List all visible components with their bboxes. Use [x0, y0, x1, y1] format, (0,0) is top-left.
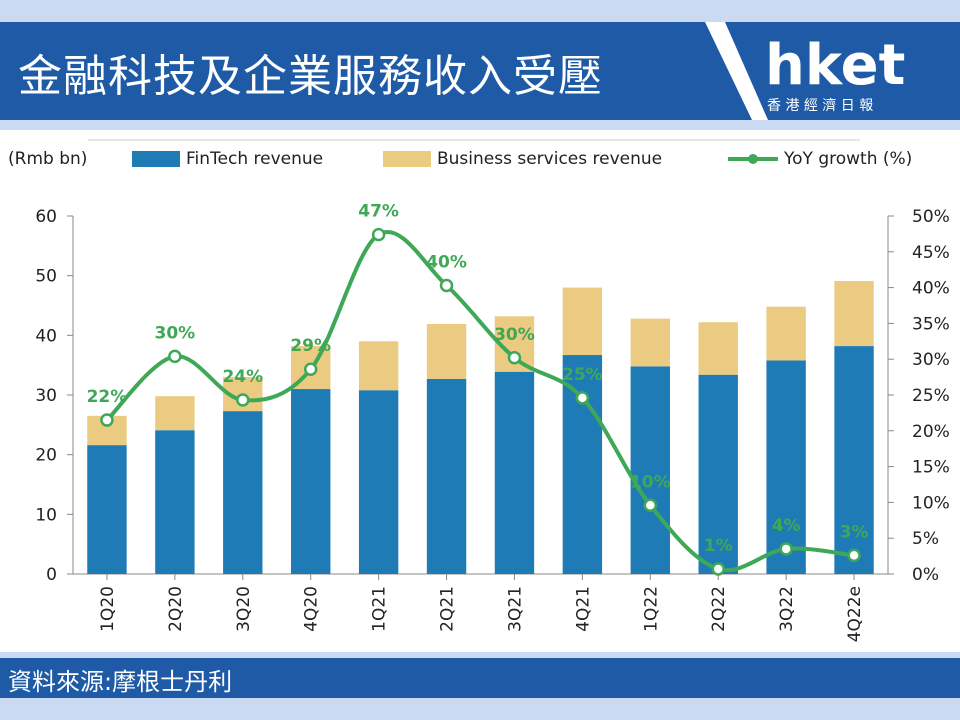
logo-area: hket 香 港 經 濟 日 報: [680, 22, 960, 120]
legend-swatch-business: [383, 151, 431, 167]
right-tick-label: 0%: [912, 565, 939, 585]
chart-card: (Rmb bn) FinTech revenue Business servic…: [0, 130, 960, 652]
legend-marker-yoy: [748, 154, 758, 164]
yoy-point: [371, 227, 386, 242]
yoy-data-label: 1%: [704, 536, 733, 556]
title-banner: 金融科技及企業服務收入受壓 hket 香 港 經 濟 日 報: [0, 22, 960, 120]
x-tick-label: 3Q20: [234, 586, 254, 632]
bar-fintech: [87, 445, 127, 574]
yoy-point: [439, 278, 454, 293]
x-tick-label: 4Q22e: [845, 586, 865, 642]
yoy-point: [303, 362, 318, 376]
left-tick-label: 10: [35, 505, 57, 525]
bar-business: [358, 341, 399, 391]
bar-fintech: [766, 360, 806, 574]
bar-business: [834, 281, 874, 347]
x-tick-label: 4Q20: [302, 586, 322, 632]
right-tick-label: 10%: [912, 493, 950, 513]
source-note: 資料來源:摩根士丹利: [8, 668, 233, 696]
bar-fintech: [630, 366, 670, 574]
page-title: 金融科技及企業服務收入受壓: [18, 51, 603, 102]
bar-fintech: [291, 389, 331, 574]
right-tick-label: 35%: [912, 314, 950, 334]
right-tick-label: 30%: [912, 350, 950, 370]
unit-label: (Rmb bn): [8, 149, 87, 169]
left-tick-label: 50: [35, 267, 57, 287]
bar-fintech: [358, 390, 399, 574]
yoy-data-label: 30%: [155, 323, 196, 343]
x-tick-label: 3Q22: [777, 586, 797, 632]
bar-business: [766, 306, 806, 361]
bar-fintech: [698, 374, 738, 574]
bars: [87, 281, 874, 574]
yoy-data-label: 3%: [840, 522, 869, 542]
bar-fintech: [834, 346, 874, 574]
yoy-point: [575, 391, 590, 405]
x-tick-label: 1Q21: [370, 586, 390, 632]
bar-business: [630, 318, 670, 367]
legend-swatch-fintech: [132, 151, 180, 167]
yoy-point: [847, 548, 861, 563]
footer-bar: 資料來源:摩根士丹利: [0, 658, 960, 698]
yoy-point: [100, 413, 114, 427]
yoy-line: [105, 230, 855, 573]
logo-subtext: 香 港 經 濟 日 報: [767, 98, 873, 114]
logo-text: hket: [765, 33, 905, 98]
bar-fintech: [494, 371, 535, 574]
bar-business: [155, 396, 195, 431]
yoy-data-label: 10%: [630, 472, 671, 492]
bar-fintech: [155, 430, 195, 574]
left-tick-label: 30: [35, 386, 57, 406]
right-tick-label: 45%: [912, 243, 950, 263]
right-tick-label: 25%: [912, 386, 950, 406]
yoy-data-label: 4%: [772, 516, 801, 536]
left-ticks: 0 10 20 30 40 50 60: [35, 207, 73, 585]
x-tick-label: 4Q21: [573, 586, 593, 632]
legend-label-fintech: FinTech revenue: [186, 149, 323, 169]
left-tick-label: 40: [35, 326, 57, 346]
right-tick-label: 15%: [912, 458, 950, 478]
left-tick-label: 20: [35, 446, 57, 466]
yoy-line-group: 22% 30% 24% 29% 47% 40% 30% 25% 10% 1% 4% 3%: [87, 202, 869, 576]
yoy-point: [507, 351, 522, 365]
left-tick-label: 0: [46, 565, 57, 585]
yoy-data-label: 29%: [290, 336, 331, 356]
x-tick-label: 2Q20: [166, 586, 186, 632]
yoy-point: [711, 562, 725, 576]
yoy-data-label: 22%: [87, 387, 128, 407]
bar-business: [698, 322, 738, 375]
yoy-data-label: 40%: [426, 252, 467, 272]
yoy-point: [236, 393, 250, 407]
left-tick-label: 60: [35, 207, 57, 227]
x-tick-labels: 1Q20 2Q20 3Q20 4Q20 1Q21 2Q21 3Q21 4Q21 1Q22 2Q22…: [98, 574, 865, 642]
bar-business: [562, 287, 603, 356]
x-tick-label: 3Q21: [505, 586, 525, 632]
legend-label-business: Business services revenue: [437, 149, 662, 169]
logo-panel: [725, 22, 960, 120]
yoy-point: [643, 498, 658, 513]
right-tick-label: 20%: [912, 422, 950, 442]
yoy-point: [168, 349, 182, 364]
right-tick-label: 50%: [912, 207, 950, 227]
chart-svg: (Rmb bn) FinTech revenue Business servic…: [8, 139, 950, 642]
yoy-data-label: 25%: [562, 365, 603, 385]
yoy-point: [779, 542, 793, 556]
x-tick-label: 2Q21: [438, 586, 458, 632]
yoy-data-label: 47%: [358, 202, 399, 222]
yoy-data-label: 30%: [494, 325, 535, 345]
bar-fintech: [426, 378, 467, 574]
yoy-data-label: 24%: [222, 367, 263, 387]
x-tick-label: 1Q22: [641, 586, 661, 632]
bar-fintech: [223, 411, 263, 574]
bar-business: [426, 323, 467, 379]
x-tick-label: 2Q22: [709, 586, 729, 632]
legend-label-yoy: YoY growth (%): [783, 149, 912, 169]
right-tick-label: 5%: [912, 529, 939, 549]
right-ticks: 0% 5% 10% 15% 20% 25% 30% 35% 40% 45% 50%: [888, 207, 950, 585]
right-tick-label: 40%: [912, 279, 950, 299]
x-tick-label: 1Q20: [98, 586, 118, 632]
